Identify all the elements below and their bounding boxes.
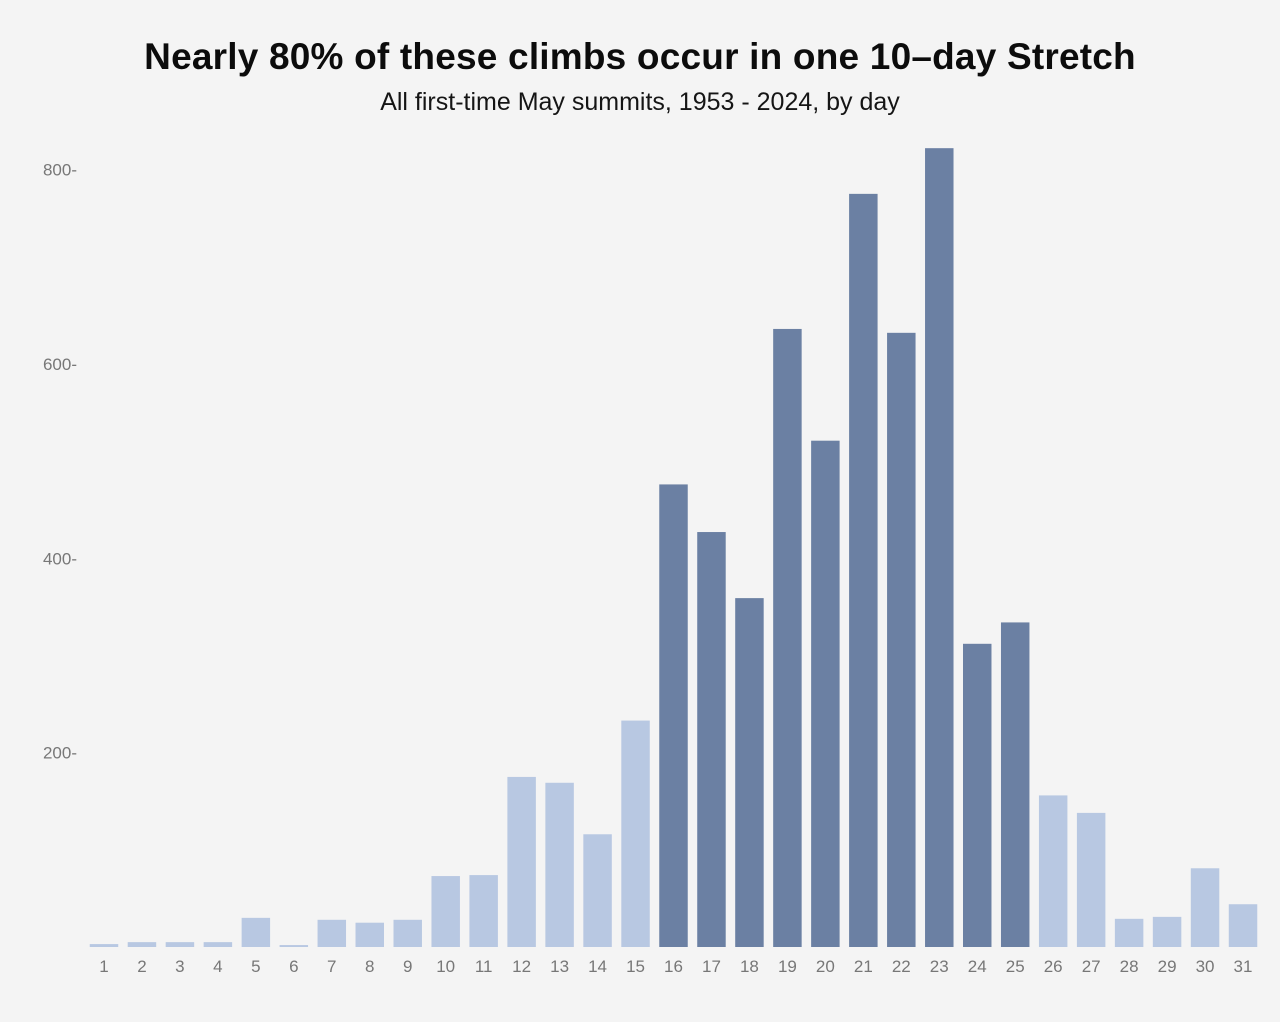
bar [431,876,460,947]
x-tick-label: 30 [1196,957,1215,976]
bar [545,782,574,947]
x-tick-label: 15 [626,957,645,976]
x-tick-label: 21 [854,957,873,976]
bar-highlight [963,643,992,947]
bar-highlight [773,328,802,947]
bar [583,834,612,947]
x-tick-label: 19 [778,957,797,976]
bar-highlight [887,332,916,947]
bar [165,942,195,947]
bar [469,875,498,947]
x-tick-label: 28 [1120,957,1139,976]
x-tick-label: 31 [1234,957,1253,976]
bar [1038,795,1068,947]
x-tick-label: 5 [251,957,260,976]
x-tick-label: 16 [664,957,683,976]
bar [89,944,119,947]
y-tick-label: 400- [43,549,77,568]
bar [1152,916,1182,947]
chart-title: Nearly 80% of these climbs occur in one … [144,36,1136,77]
x-tick-label: 23 [930,957,949,976]
y-tick-label: 800- [43,161,77,180]
x-tick-label: 22 [892,957,911,976]
x-tick-label: 7 [327,957,336,976]
x-tick-label: 27 [1082,957,1101,976]
bar [1114,918,1144,947]
bar-highlight [925,148,954,947]
y-tick-label: 200- [43,744,77,763]
chart-subtitle: All first-time May summits, 1953 - 2024,… [380,88,900,116]
x-tick-label: 8 [365,957,374,976]
x-tick-label: 9 [403,957,412,976]
bar [317,919,347,947]
bar-highlight [811,440,840,947]
x-tick-label: 29 [1158,957,1177,976]
x-tick-label: 4 [213,957,222,976]
x-tick-label: 1 [99,957,108,976]
x-tick-label: 11 [475,957,493,976]
bar [1076,812,1106,947]
bar [507,776,536,947]
x-tick-label: 18 [740,957,759,976]
bar-highlight [735,598,764,947]
x-tick-label: 2 [137,957,146,976]
x-tick-label: 6 [289,957,298,976]
x-tick-label: 3 [175,957,184,976]
bar [1228,904,1258,947]
x-tick-label: 20 [816,957,835,976]
x-tick-label: 26 [1044,957,1063,976]
bar [279,945,309,947]
x-tick-label: 17 [702,957,721,976]
y-tick-label: 600- [43,355,77,374]
bar [393,919,422,947]
bar [241,917,271,947]
bar-highlight [659,484,688,947]
bar [1190,868,1220,947]
x-tick-label: 25 [1006,957,1025,976]
x-tick-label: 12 [512,957,531,976]
bar-highlight [697,532,726,947]
bar [203,942,233,947]
bar [621,720,650,947]
bar [127,942,157,947]
x-tick-label: 24 [968,957,987,976]
x-tick-label: 13 [550,957,569,976]
bar [355,922,384,947]
x-tick-label: 10 [436,957,455,976]
bar-highlight [849,193,878,948]
bar-highlight [1000,622,1030,947]
x-tick-label: 14 [588,957,607,976]
